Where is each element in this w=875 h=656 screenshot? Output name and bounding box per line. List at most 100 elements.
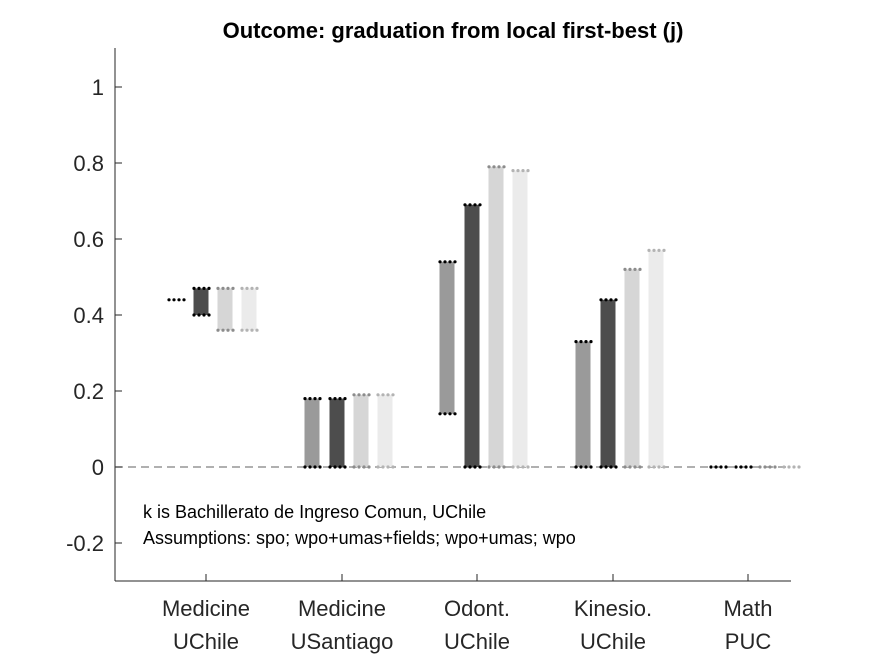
range-bar	[464, 204, 480, 468]
range-cap-dot	[245, 286, 249, 290]
range-cap-dot	[633, 267, 637, 271]
range-cap-dot	[521, 169, 525, 173]
range-cap-dot	[231, 328, 235, 332]
range-cap-dot	[579, 340, 583, 344]
range-cap-dot	[221, 286, 225, 290]
range-cap-dot	[516, 465, 520, 469]
range-cap-dot	[216, 286, 220, 290]
range-cap-dot	[245, 328, 249, 332]
range-cap-dot	[207, 313, 211, 317]
range-cap-dot	[511, 169, 515, 173]
range-cap-dot	[502, 165, 506, 169]
range-bar	[624, 269, 640, 467]
range-cap-dot	[453, 260, 457, 264]
bars	[167, 165, 801, 469]
range-cap-dot	[250, 328, 254, 332]
x-tick-label-line1: Kinesio.	[574, 596, 652, 621]
range-cap-dot	[250, 286, 254, 290]
range-bar	[600, 299, 616, 467]
range-cap-dot	[652, 248, 656, 252]
range-cap-dot	[647, 248, 651, 252]
range-cap-dot	[240, 328, 244, 332]
range-cap-dot	[574, 340, 578, 344]
x-tick-label-line1: Medicine	[298, 596, 386, 621]
range-cap-dot	[468, 203, 472, 207]
range-cap-dot	[574, 465, 578, 469]
range-cap-dot	[207, 286, 211, 290]
range-cap-dot	[633, 465, 637, 469]
range-cap-dot	[226, 286, 230, 290]
range-cap-dot	[367, 393, 371, 397]
range-cap-dot	[443, 260, 447, 264]
range-cap-dot	[502, 465, 506, 469]
range-cap-dot	[719, 465, 723, 469]
x-tick-label-line2: USantiago	[291, 629, 394, 654]
range-cap-dot	[584, 465, 588, 469]
range-cap-dot	[599, 298, 603, 302]
range-cap-dot	[487, 465, 491, 469]
range-bar	[193, 288, 209, 315]
range-cap-dot	[352, 465, 356, 469]
range-cap-dot	[797, 465, 801, 469]
x-tick-label-line1: Odont.	[444, 596, 510, 621]
range-cap-dot	[438, 260, 442, 264]
range-cap-dot	[226, 328, 230, 332]
range-cap-dot	[255, 286, 259, 290]
range-cap-dot	[453, 412, 457, 416]
range-cap-dot	[744, 465, 748, 469]
range-cap-dot	[463, 465, 467, 469]
range-cap-dot	[182, 298, 186, 302]
annotation-line-1: k is Bachillerato de Ingreso Comun, UChi…	[143, 502, 486, 522]
range-cap-dot	[526, 465, 530, 469]
range-cap-dot	[478, 203, 482, 207]
range-cap-dot	[657, 465, 661, 469]
range-cap-dot	[758, 465, 762, 469]
range-cap-dot	[303, 397, 307, 401]
range-cap-dot	[343, 465, 347, 469]
range-cap-dot	[443, 412, 447, 416]
range-cap-dot	[357, 465, 361, 469]
range-cap-dot	[609, 298, 613, 302]
y-ticks: -0.2 0 0.2 0.4 0.6 0.8 1	[66, 75, 122, 556]
range-cap-dot	[216, 328, 220, 332]
range-cap-dot	[473, 465, 477, 469]
range-cap-dot	[240, 286, 244, 290]
range-cap-dot	[357, 393, 361, 397]
range-cap-dot	[231, 286, 235, 290]
range-cap-dot	[773, 465, 777, 469]
range-cap-dot	[308, 465, 312, 469]
range-cap-dot	[338, 465, 342, 469]
range-cap-dot	[381, 465, 385, 469]
range-bar	[488, 166, 504, 468]
range-cap-dot	[497, 165, 501, 169]
range-cap-dot	[492, 465, 496, 469]
x-tick-label-line2: UChile	[580, 629, 646, 654]
x-tick-label-line2: UChile	[444, 629, 510, 654]
range-cap-dot	[362, 393, 366, 397]
range-cap-dot	[709, 465, 713, 469]
range-bar	[377, 394, 393, 467]
range-bar	[439, 261, 455, 414]
range-cap-dot	[313, 465, 317, 469]
x-tick-label-line2: UChile	[173, 629, 239, 654]
range-cap-dot	[333, 397, 337, 401]
range-cap-dot	[448, 260, 452, 264]
range-cap-dot	[492, 165, 496, 169]
range-cap-dot	[197, 313, 201, 317]
range-cap-dot	[511, 465, 515, 469]
range-cap-dot	[609, 465, 613, 469]
range-cap-dot	[367, 465, 371, 469]
range-cap-dot	[376, 465, 380, 469]
x-tick-label-line1: Medicine	[162, 596, 250, 621]
range-cap-dot	[192, 313, 196, 317]
range-cap-dot	[497, 465, 501, 469]
y-tick-label: 0.4	[73, 303, 104, 328]
y-tick-label: 1	[92, 75, 104, 100]
y-tick-label: 0.8	[73, 151, 104, 176]
chart-title: Outcome: graduation from local first-bes…	[223, 18, 684, 43]
range-cap-dot	[628, 267, 632, 271]
range-cap-dot	[313, 397, 317, 401]
range-bar	[329, 398, 345, 467]
range-cap-dot	[362, 465, 366, 469]
